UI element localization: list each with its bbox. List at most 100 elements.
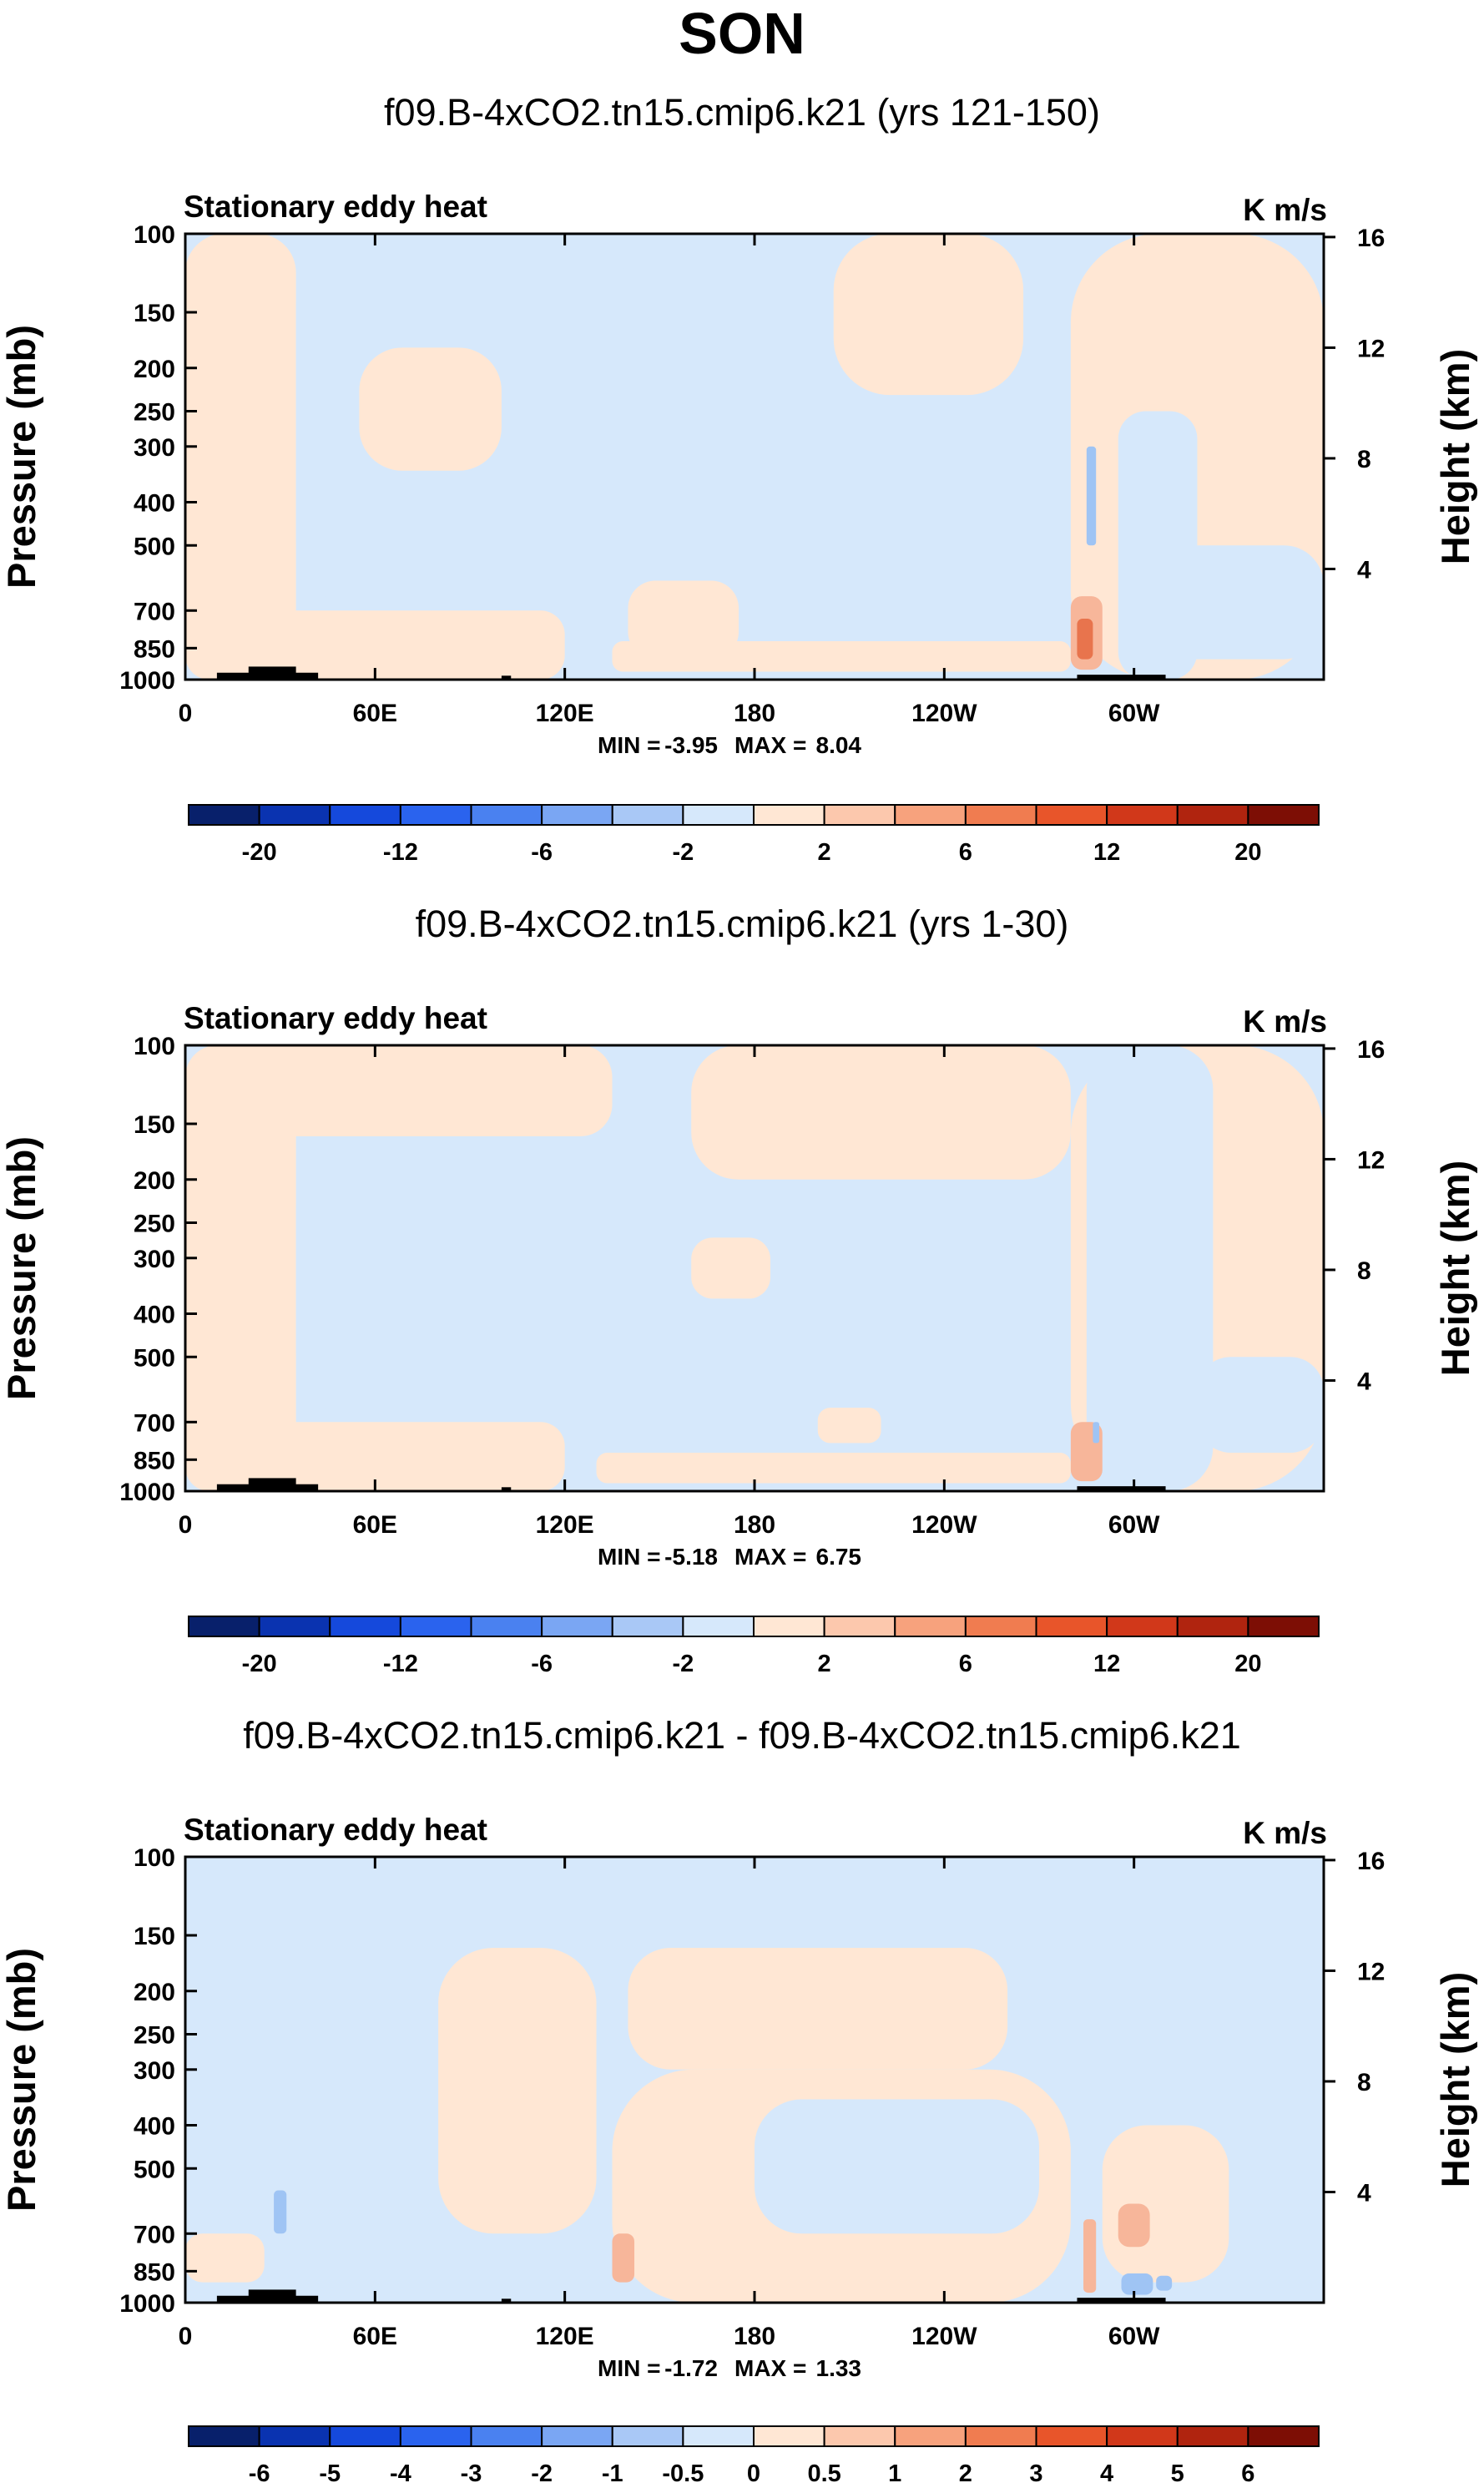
colorbar-box	[1106, 2425, 1179, 2447]
colorbar-box	[1176, 2425, 1249, 2447]
min-value: -5.18	[664, 1544, 718, 1570]
colorbar-box	[1106, 1616, 1179, 1637]
y-axis-label: Pressure (mb)	[0, 1136, 43, 1400]
contour-region	[185, 2233, 265, 2283]
colorbar-box	[682, 804, 755, 826]
topography	[1077, 2298, 1166, 2303]
y-tick-label: 200	[134, 1979, 175, 2006]
colorbar-label: -0.5	[662, 2460, 704, 2483]
colorbar-label: -12	[383, 839, 418, 866]
y-tick-label: 500	[134, 2156, 175, 2183]
contour-region	[185, 1045, 296, 1491]
chart-title: f09.B-4xCO2.tn15.cmip6.k21 - f09.B-4xCO2…	[243, 1714, 1241, 1757]
topography	[248, 2289, 296, 2303]
y-tick-label: 250	[134, 398, 175, 426]
x-tick-label: 0	[179, 2323, 193, 2350]
colorbar-box	[258, 1616, 331, 1637]
colorbar-label: -6	[531, 1651, 553, 1677]
colorbar-label: 4	[1100, 2460, 1113, 2483]
colorbar-label: -4	[390, 2460, 411, 2483]
chart-title: f09.B-4xCO2.tn15.cmip6.k21 (yrs 121-150)	[384, 91, 1100, 134]
left-string: Stationary eddy heat	[184, 1813, 487, 1847]
units-label: K m/s	[1243, 1004, 1327, 1039]
contour-region	[596, 1452, 1071, 1484]
max-value: 8.04	[816, 732, 862, 758]
max-label: MAX =	[734, 732, 806, 758]
x-tick-label: 60W	[1108, 1511, 1160, 1539]
colorbar-label: 12	[1093, 839, 1120, 866]
colorbar-label: -6	[531, 839, 553, 866]
contour-region	[1086, 1045, 1214, 1491]
chart-panel-3: f09.B-4xCO2.tn15.cmip6.k21 - f09.B-4xCO2…	[0, 1714, 1477, 2483]
colorbar-box	[1176, 1616, 1249, 1637]
y-tick-label: 400	[134, 1302, 175, 1329]
y-tick-label: 850	[134, 1447, 175, 1474]
contour-region	[612, 640, 1071, 672]
x-tick-label: 60E	[353, 700, 397, 727]
x-tick-label: 60E	[353, 1511, 397, 1539]
colorbar-box	[894, 1616, 967, 1637]
height-tick-label: 16	[1357, 1036, 1385, 1064]
colorbar-box	[894, 804, 967, 826]
colorbar-box	[329, 2425, 401, 2447]
min-label: MIN =	[598, 1544, 660, 1570]
contour-region	[1093, 1422, 1099, 1444]
y-tick-label: 300	[134, 2057, 175, 2085]
contour-region	[185, 1422, 565, 1491]
height-tick-label: 4	[1357, 1368, 1371, 1395]
colorbar-box	[753, 2425, 825, 2447]
height-tick-label: 12	[1357, 1958, 1385, 1985]
colorbar-box	[1035, 804, 1108, 826]
contour-region	[755, 2099, 1039, 2234]
colorbar-label: 0.5	[807, 2460, 840, 2483]
colorbar-box	[188, 1616, 260, 1637]
contour-region	[438, 1948, 597, 2234]
contour-region	[1121, 2273, 1153, 2295]
colorbar-box	[1035, 2425, 1108, 2447]
colorbar-label: 2	[818, 839, 831, 866]
y-tick-label: 700	[134, 598, 175, 625]
chart-panel-1: f09.B-4xCO2.tn15.cmip6.k21 (yrs 121-150)…	[0, 91, 1477, 866]
y-tick-label: 250	[134, 2022, 175, 2050]
colorbar-box	[470, 804, 543, 826]
page-title: SON	[679, 1, 805, 66]
y-tick-label: 700	[134, 1409, 175, 1437]
y-tick-label: 500	[134, 533, 175, 560]
y-tick-label: 300	[134, 434, 175, 462]
max-label: MAX =	[734, 1544, 806, 1570]
x-tick-label: 0	[179, 1511, 193, 1539]
colorbar-box	[1176, 804, 1249, 826]
contour-field	[185, 1857, 1324, 2303]
y-tick-label: 400	[134, 490, 175, 518]
colorbar-box	[611, 1616, 684, 1637]
contour-region	[691, 1045, 1071, 1180]
y-tick-label: 850	[134, 635, 175, 663]
colorbar-label: 3	[1029, 2460, 1042, 2483]
colorbar-box	[894, 2425, 967, 2447]
height-tick-label: 4	[1357, 556, 1371, 584]
colorbar-box	[188, 804, 260, 826]
colorbar-box	[682, 2425, 755, 2447]
colorbar-label: 0	[747, 2460, 760, 2483]
colorbar-label: -1	[602, 2460, 623, 2483]
min-label: MIN =	[598, 732, 660, 758]
x-tick-label: 60E	[353, 2323, 397, 2350]
height-tick-label: 16	[1357, 225, 1385, 252]
y-tick-label: 100	[134, 221, 175, 249]
y-tick-label: 100	[134, 1844, 175, 1872]
colorbar-box	[541, 804, 613, 826]
contour-region	[1133, 545, 1324, 660]
min-label: MIN =	[598, 2355, 660, 2381]
colorbar-box	[399, 804, 472, 826]
contour-region	[612, 2233, 635, 2283]
chart-panel-2: f09.B-4xCO2.tn15.cmip6.k21 (yrs 1-30) Sta…	[0, 903, 1477, 1677]
x-tick-label: 180	[734, 1511, 775, 1539]
y-axis-label-right: Height (km)	[1433, 1972, 1477, 2188]
contour-field	[185, 1045, 1324, 1491]
colorbar-label: -12	[383, 1651, 418, 1677]
colorbar-label: -5	[319, 2460, 341, 2483]
y-tick-label: 250	[134, 1211, 175, 1238]
contour-field	[185, 234, 1324, 680]
